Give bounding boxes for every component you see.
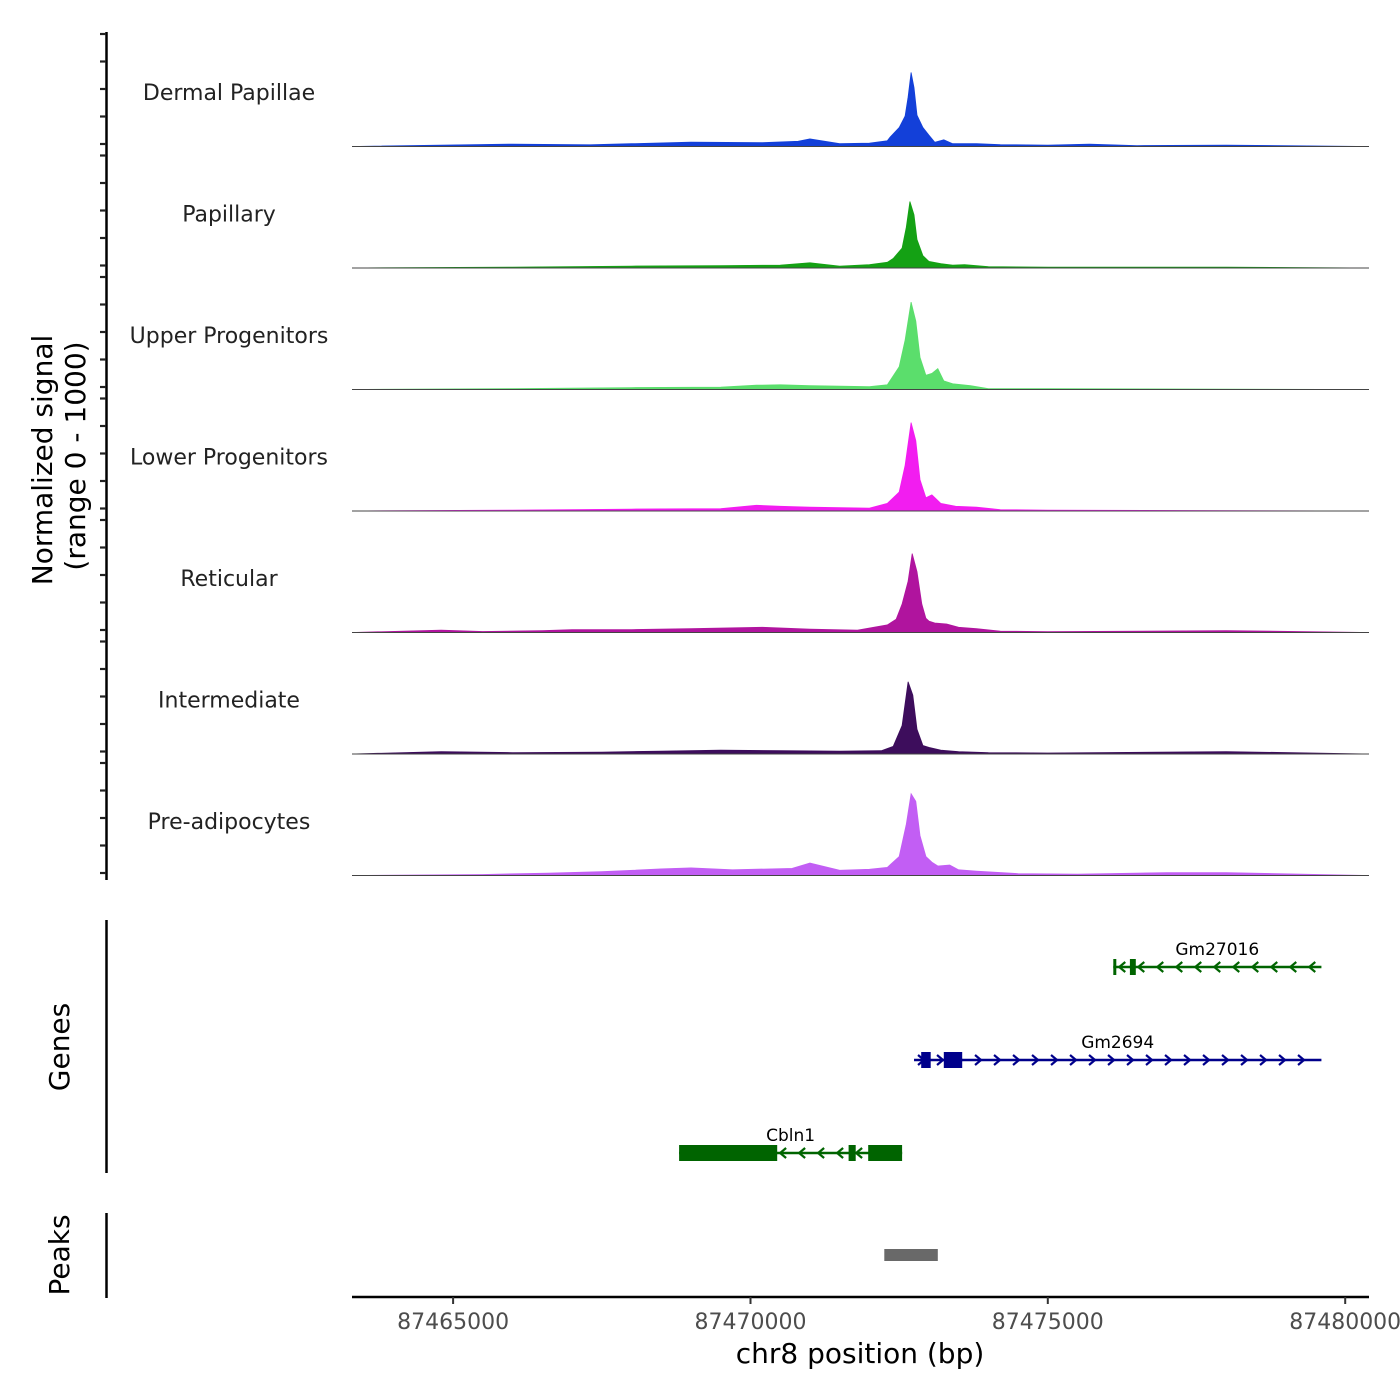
strand-arrow xyxy=(1240,1054,1249,1066)
gene-gm2694: Gm2694 xyxy=(914,1033,1322,1068)
x-axis-title: chr8 position (bp) xyxy=(736,1337,985,1370)
strand-arrow xyxy=(993,1054,1002,1066)
strand-arrow xyxy=(1155,961,1164,973)
strand-arrow xyxy=(1107,1054,1116,1066)
gene-label: Gm2694 xyxy=(1081,1033,1154,1053)
track-label: Papillary xyxy=(182,203,276,228)
track-pre-adipocytes: Pre-adipocytes xyxy=(148,792,1370,876)
strand-arrow xyxy=(1307,961,1316,973)
strand-arrow xyxy=(1164,1054,1173,1066)
strand-arrow xyxy=(1126,1054,1135,1066)
strand-arrow xyxy=(778,1147,787,1159)
track-intermediate: Intermediate xyxy=(158,681,1370,755)
track-reticular: Reticular xyxy=(180,553,1370,633)
track-area xyxy=(351,681,1370,755)
track-dermal-papillae: Dermal Papillae xyxy=(143,72,1370,147)
strand-arrow xyxy=(1012,1054,1021,1066)
peaks-y-axis-title: Peaks xyxy=(43,1214,76,1295)
strand-arrow xyxy=(816,1147,825,1159)
strand-arrow xyxy=(1288,961,1297,973)
strand-arrow xyxy=(1250,961,1259,973)
gene-annotations: Gm27016 Gm2694 Cbln1 xyxy=(679,940,1322,1161)
track-area xyxy=(351,553,1370,633)
gene-gm27016: Gm27016 xyxy=(1113,940,1322,975)
x-axis-ticks: 87465000 87470000 87475000 87480000 xyxy=(397,1297,1400,1335)
strand-arrow xyxy=(1297,1054,1306,1066)
coverage-tracks: Dermal Papillae Papillary Upper Progenitor… xyxy=(130,72,1370,876)
strand-arrow xyxy=(1069,1054,1078,1066)
track-label: Intermediate xyxy=(158,689,300,714)
track-label: Dermal Papillae xyxy=(143,81,315,106)
genes-y-axis-title: Genes xyxy=(43,1003,76,1091)
gene-exon xyxy=(679,1145,778,1161)
track-area xyxy=(351,422,1370,512)
x-tick-label: 87470000 xyxy=(695,1310,807,1335)
strand-arrow xyxy=(797,1147,806,1159)
track-label: Reticular xyxy=(180,567,278,592)
gene-exon xyxy=(868,1145,903,1161)
strand-arrow xyxy=(1174,961,1183,973)
gene-exon xyxy=(1129,959,1136,975)
strand-arrow xyxy=(1117,961,1126,973)
gene-exon xyxy=(848,1145,856,1161)
strand-arrow xyxy=(1278,1054,1287,1066)
gene-cbln1: Cbln1 xyxy=(679,1126,903,1161)
strand-arrow xyxy=(1183,1054,1192,1066)
track-area xyxy=(351,302,1370,390)
track-papillary: Papillary xyxy=(182,201,1370,269)
strand-arrow xyxy=(1212,961,1221,973)
track-area xyxy=(351,72,1370,147)
strand-arrow xyxy=(1269,961,1278,973)
strand-arrow xyxy=(1221,1054,1230,1066)
strand-arrow xyxy=(1231,961,1240,973)
track-label: Lower Progenitors xyxy=(130,446,328,471)
strand-arrow xyxy=(1145,1054,1154,1066)
track-label: Upper Progenitors xyxy=(130,324,329,349)
x-tick-label: 87480000 xyxy=(1289,1310,1400,1335)
coverage-y-axis-title: Normalized signal xyxy=(26,335,59,586)
track-upper-progenitors: Upper Progenitors xyxy=(130,302,1370,390)
strand-arrow xyxy=(835,1147,844,1159)
track-label: Pre-adipocytes xyxy=(148,810,311,835)
track-area xyxy=(351,792,1370,876)
coverage-y-axis-subtitle: (range 0 - 1000) xyxy=(59,341,92,570)
gene-exon xyxy=(943,1052,963,1068)
strand-arrow xyxy=(1259,1054,1268,1066)
strand-arrow xyxy=(1193,961,1202,973)
strand-arrow xyxy=(854,1147,863,1159)
strand-arrow xyxy=(974,1054,983,1066)
strand-arrow xyxy=(936,1054,945,1066)
strand-arrow xyxy=(1088,1054,1097,1066)
x-tick-label: 87465000 xyxy=(397,1310,509,1335)
track-area xyxy=(351,201,1370,269)
strand-arrow xyxy=(1202,1054,1211,1066)
strand-arrow xyxy=(1050,1054,1059,1066)
peak-region xyxy=(884,1249,938,1261)
gene-exon xyxy=(1113,959,1117,975)
gene-label: Gm27016 xyxy=(1175,940,1259,960)
coverage-y-ticks xyxy=(100,32,106,875)
peak-annotations xyxy=(884,1249,938,1261)
gene-exon xyxy=(921,1052,931,1068)
x-tick-label: 87475000 xyxy=(992,1310,1104,1335)
strand-arrow xyxy=(1136,961,1145,973)
track-lower-progenitors: Lower Progenitors xyxy=(130,422,1370,512)
gene-label: Cbln1 xyxy=(766,1126,815,1146)
strand-arrow xyxy=(1031,1054,1040,1066)
